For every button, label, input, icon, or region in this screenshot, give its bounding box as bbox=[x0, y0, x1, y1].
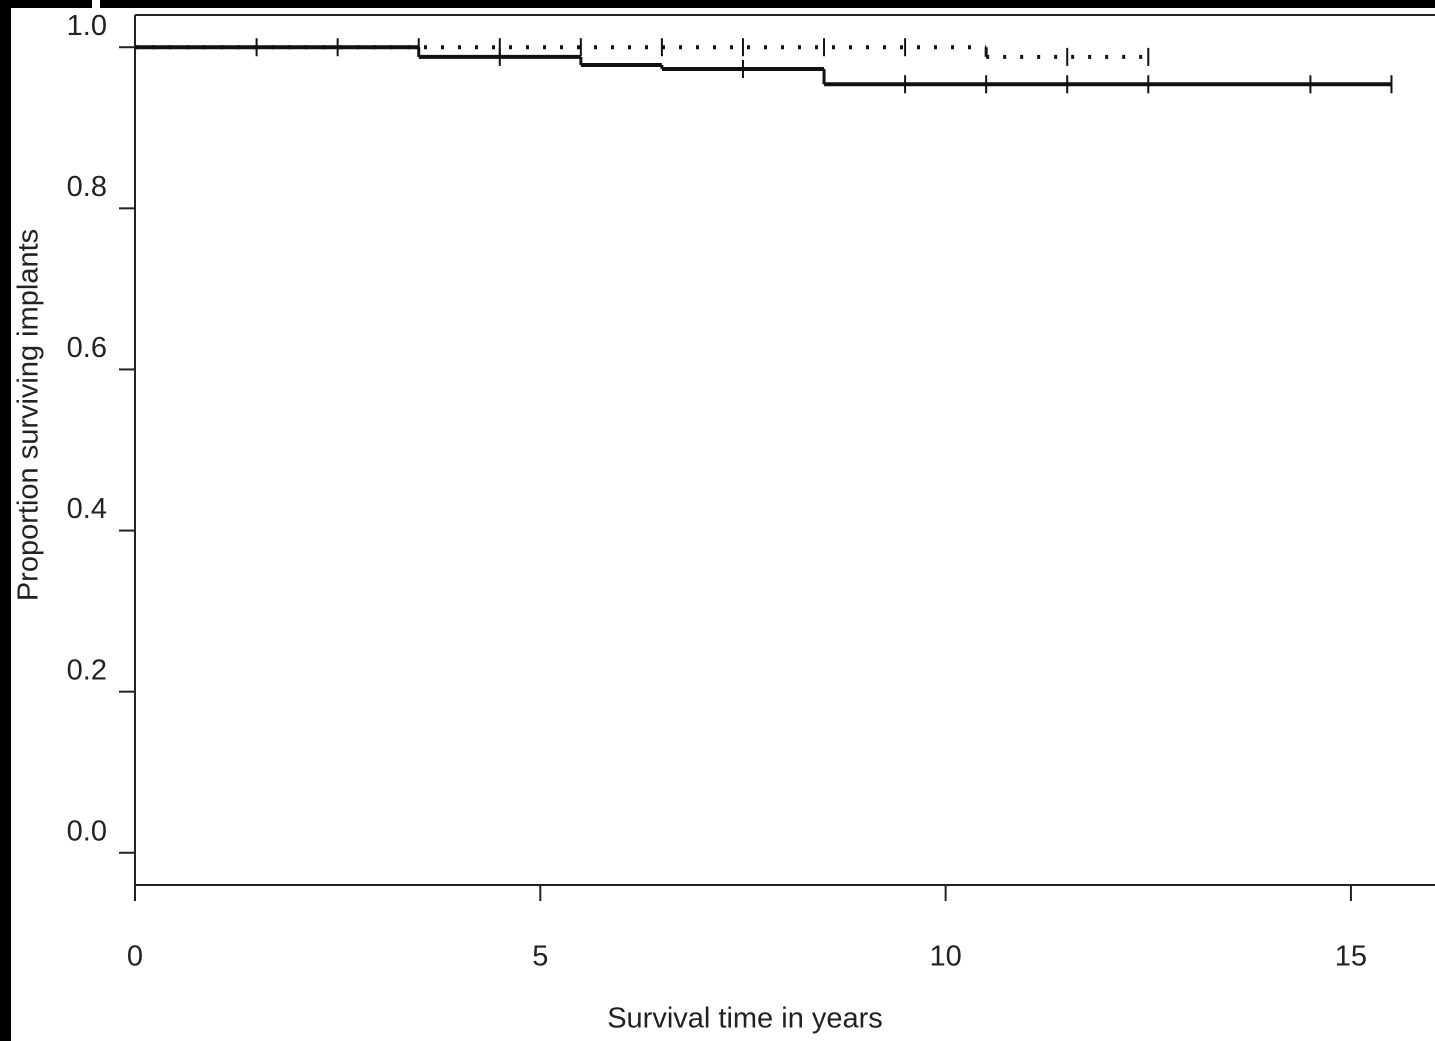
x-tick-label: 5 bbox=[532, 941, 548, 973]
scan-edge bbox=[100, 0, 1435, 8]
scan-edge bbox=[0, 0, 11, 1041]
y-tick-label: 0.2 bbox=[67, 654, 107, 686]
x-tick-label: 0 bbox=[127, 941, 143, 973]
x-tick-label: 15 bbox=[1335, 941, 1367, 973]
scan-edge bbox=[0, 0, 92, 8]
x-axis-title: Survival time in years bbox=[607, 1003, 883, 1035]
x-tick-label: 10 bbox=[929, 941, 961, 973]
y-tick-label: 0.4 bbox=[67, 493, 107, 525]
y-tick-label: 0.6 bbox=[67, 332, 107, 364]
y-axis-title: Proportion surviving implants bbox=[13, 229, 45, 601]
y-tick-label: 0.0 bbox=[67, 815, 107, 847]
y-tick-label: 1.0 bbox=[67, 10, 107, 42]
y-tick-label: 0.8 bbox=[67, 171, 107, 203]
